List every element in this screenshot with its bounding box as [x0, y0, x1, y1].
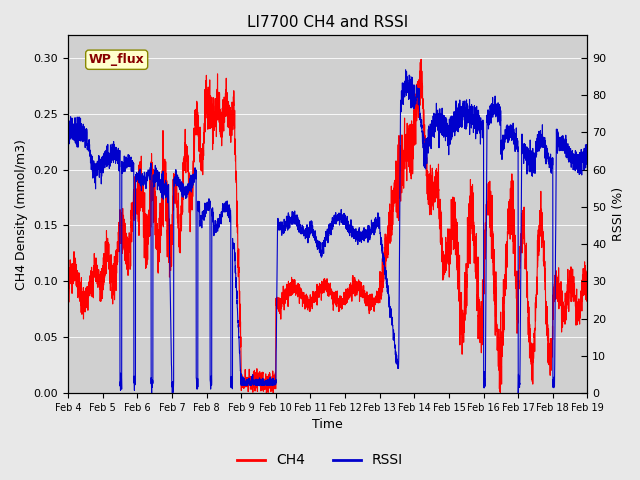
Title: LI7700 CH4 and RSSI: LI7700 CH4 and RSSI — [247, 15, 408, 30]
Y-axis label: RSSI (%): RSSI (%) — [612, 187, 625, 241]
Text: WP_flux: WP_flux — [89, 53, 145, 66]
Legend: CH4, RSSI: CH4, RSSI — [232, 448, 408, 473]
Y-axis label: CH4 Density (mmol/m3): CH4 Density (mmol/m3) — [15, 139, 28, 289]
X-axis label: Time: Time — [312, 419, 343, 432]
